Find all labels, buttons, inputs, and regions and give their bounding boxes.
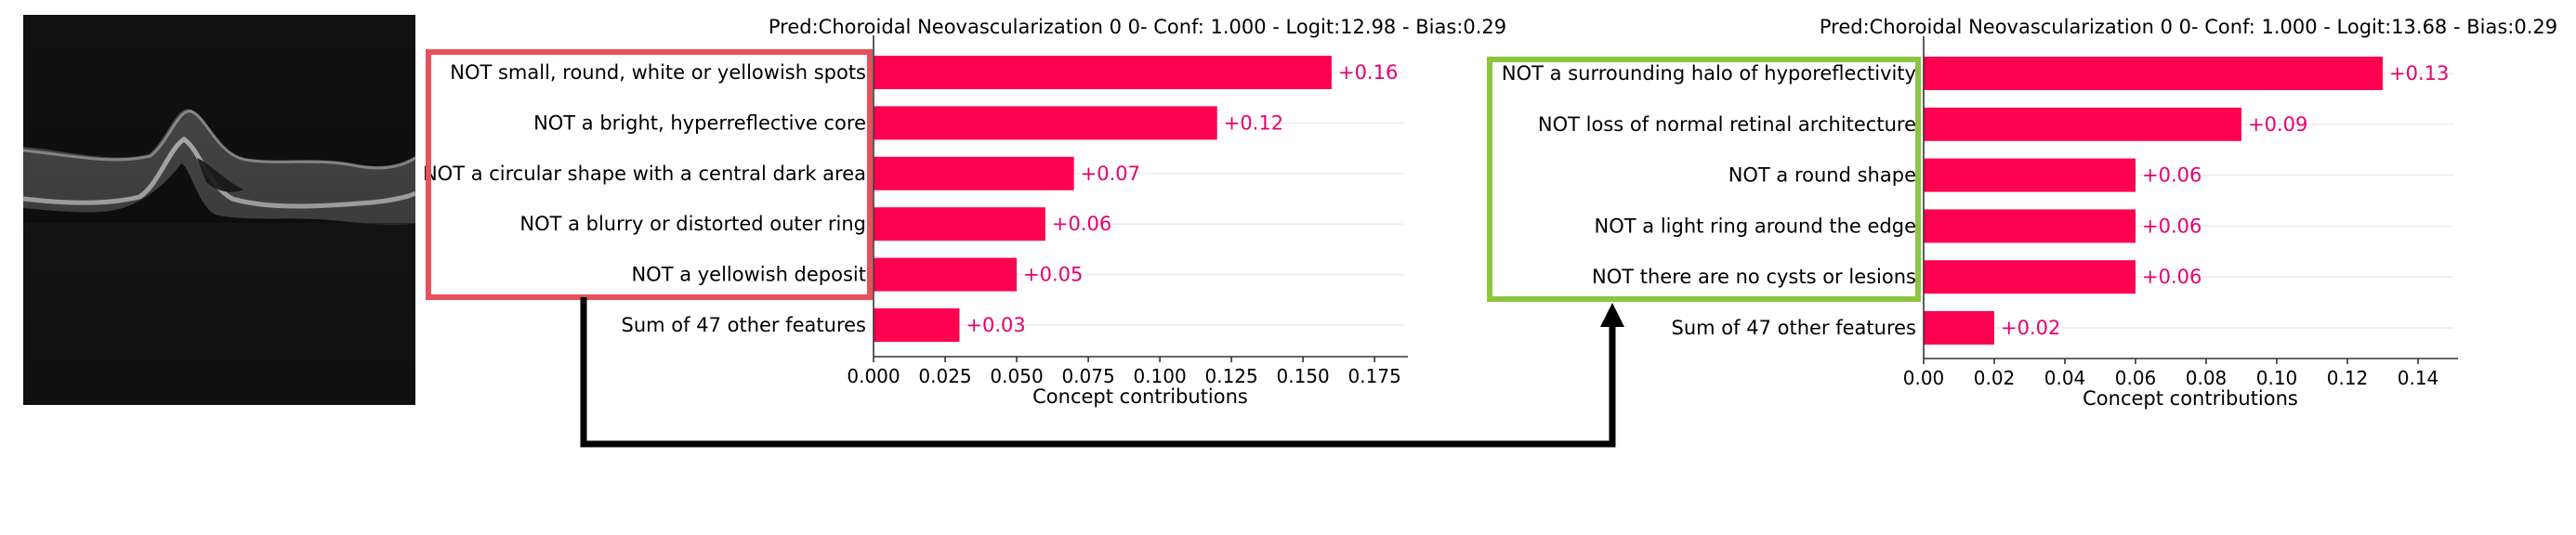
x-tick-label: 0.150 (1277, 365, 1330, 387)
value-label: +0.03 (966, 314, 1025, 336)
value-label: +0.13 (2389, 62, 2449, 85)
x-tick-label: 0.04 (2044, 367, 2086, 389)
x-tick-label: 0.06 (2115, 367, 2157, 389)
chart-title: Pred:Choroidal Neovascularization 0 0- C… (769, 16, 1506, 38)
category-label: NOT a light ring around the edge (1595, 215, 1916, 237)
x-axis-label: Concept contributions (1032, 385, 1248, 408)
x-tick-label: 0.14 (2398, 367, 2439, 389)
x-tick-label: 0.100 (1133, 365, 1186, 387)
oct-scan-image (22, 15, 417, 405)
x-tick-label: 0.000 (847, 365, 900, 387)
bar-3 (1924, 158, 2136, 192)
x-tick-label: 0.075 (1061, 365, 1114, 387)
bar-2 (874, 106, 1217, 140)
category-label: NOT loss of normal retinal architecture (1538, 113, 1916, 136)
bar-1 (874, 56, 1332, 89)
category-label: NOT a blurry or distorted outer ring (519, 213, 866, 235)
category-label: NOT a yellowish deposit (631, 264, 866, 286)
category-label: Sum of 47 other features (1672, 317, 1916, 339)
value-label: +0.09 (2248, 113, 2307, 136)
value-label: +0.06 (2142, 164, 2201, 187)
value-label: +0.16 (1338, 61, 1398, 84)
bar-6 (1924, 311, 1994, 345)
chart-title: Pred:Choroidal Neovascularization 0 0- C… (1820, 16, 2557, 38)
highlight-box-right (1487, 57, 1921, 302)
value-label: +0.05 (1023, 264, 1083, 286)
bar-3 (874, 156, 1074, 190)
category-label: NOT a surrounding halo of hyporeflectivi… (1502, 62, 1916, 85)
x-tick-label: 0.10 (2256, 367, 2298, 389)
x-tick-label: 0.050 (990, 365, 1043, 387)
x-tick-label: 0.00 (1903, 367, 1945, 389)
bar-1 (1924, 57, 2383, 90)
bar-2 (1924, 107, 2241, 141)
connector-arrow (580, 297, 1624, 448)
bar-4 (1924, 209, 2136, 243)
x-tick-label: 0.02 (1974, 367, 2016, 389)
x-tick-label: 0.08 (2186, 367, 2228, 389)
category-label: NOT small, round, white or yellowish spo… (450, 61, 866, 84)
bar-4 (874, 207, 1045, 241)
x-tick-label: 0.025 (918, 365, 971, 387)
category-label: Sum of 47 other features (622, 314, 866, 336)
x-axis-label: Concept contributions (2083, 387, 2298, 410)
chart-right: Pred:Choroidal Neovascularization 0 0- C… (1502, 16, 2557, 410)
chart-left: Pred:Choroidal Neovascularization 0 0- C… (423, 16, 1506, 408)
value-label: +0.06 (2142, 215, 2201, 237)
x-tick-label: 0.12 (2327, 367, 2369, 389)
value-label: +0.12 (1224, 111, 1283, 134)
category-label: NOT there are no cysts or lesions (1592, 266, 1916, 288)
x-tick-label: 0.175 (1348, 365, 1401, 387)
category-label: NOT a round shape (1728, 164, 1916, 187)
value-label: +0.02 (2001, 317, 2060, 339)
arrow-head (1600, 303, 1624, 327)
value-label: +0.06 (1052, 213, 1111, 235)
category-label: NOT a bright, hyperreflective core (533, 111, 866, 134)
bar-6 (874, 308, 960, 342)
x-tick-label: 0.125 (1205, 365, 1258, 387)
highlight-box-left (426, 49, 873, 300)
bar-5 (874, 257, 1018, 292)
bar-5 (1924, 260, 2136, 294)
value-label: +0.06 (2142, 266, 2201, 288)
value-label: +0.07 (1081, 163, 1140, 185)
category-label: NOT a circular shape with a central dark… (423, 163, 866, 185)
